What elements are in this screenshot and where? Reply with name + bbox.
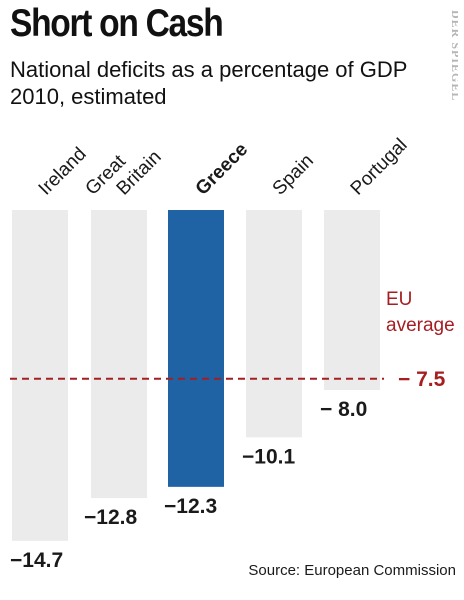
- bar-ireland: [12, 210, 68, 541]
- value-label-spain: −10.1: [242, 445, 295, 468]
- value-label-greece: −12.3: [164, 495, 217, 518]
- value-label-portugal: − 8.0: [320, 398, 367, 421]
- eu-average-value: − 7.5: [398, 368, 446, 391]
- bar-greece: [168, 210, 224, 487]
- eu-average-label: average: [386, 315, 455, 336]
- value-label-great-britain: −12.8: [84, 506, 137, 529]
- value-label-ireland: −14.7: [10, 549, 63, 572]
- chart-title: Short on Cash: [10, 2, 224, 45]
- source-note: Source: European Commission: [248, 562, 456, 579]
- category-label-spain: Spain: [269, 150, 318, 199]
- category-label-portugal: Portugal: [347, 135, 412, 200]
- category-label-great-britain: GreatBritain: [82, 131, 166, 215]
- category-label-greece: Greece: [192, 139, 252, 199]
- bar-great-britain: [91, 210, 147, 499]
- category-label-ireland: Ireland: [35, 144, 91, 200]
- bar-spain: [246, 210, 302, 438]
- chart-subtitle: National deficits as a percentage of GDP…: [10, 57, 408, 109]
- bar-portugal: [324, 210, 380, 391]
- eu-average-label: EU: [386, 289, 412, 310]
